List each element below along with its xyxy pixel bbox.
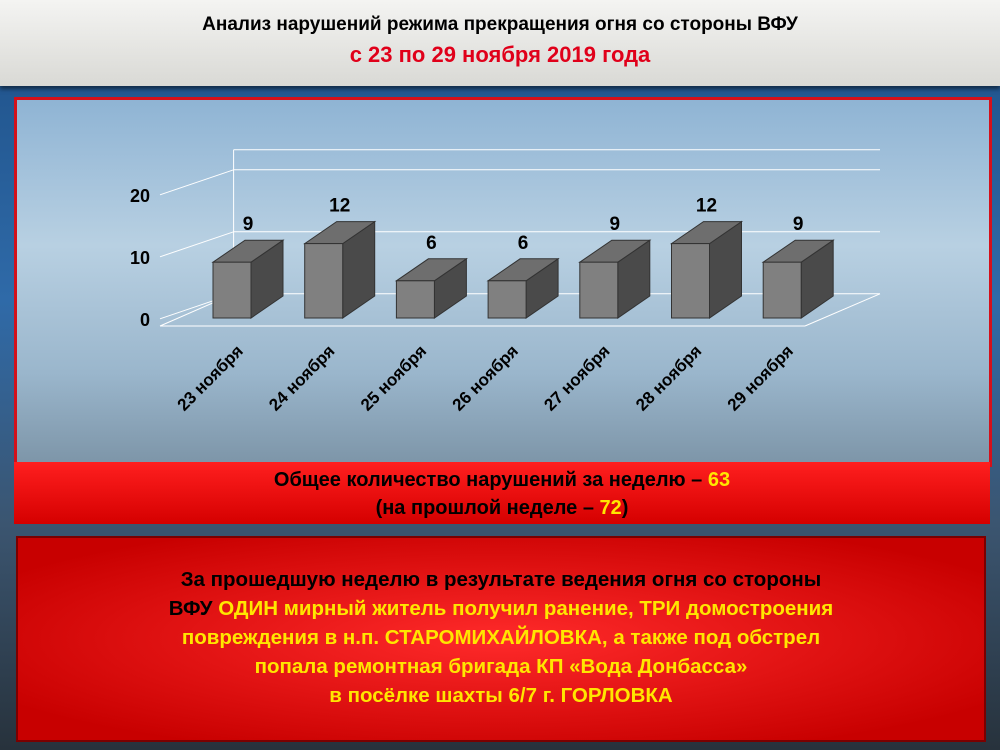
details-line: За прошедшую неделю в результате ведения… [180,568,822,591]
weekly-summary: Общее количество нарушений за неделю – 6… [14,462,990,524]
x-tick-label: 24 ноября [265,341,338,414]
previous-total: 72 [599,497,622,519]
data-label: 9 [793,214,804,235]
details-line: повреждения в н.п. СТАРОМИХАЙЛОВКА, а та… [181,626,821,649]
bar [212,261,252,319]
details-line: ВФУ [168,597,219,620]
x-tick-label: 29 ноября [724,341,797,414]
y-tick-label: 0 [140,310,150,330]
data-label: 12 [329,196,350,217]
x-tick-label: 25 ноября [357,341,430,414]
gridline [159,231,234,258]
x-tick-label: 27 ноября [540,341,613,414]
x-tick-label: 26 ноября [449,341,522,414]
y-tick-label: 20 [130,186,150,206]
page-subtitle: с 23 по 29 ноября 2019 года [349,42,651,67]
data-label: 9 [243,214,254,235]
details-line: в посёлке шахты 6/7 г. ГОРЛОВКА [329,684,673,707]
bar [671,243,710,319]
bar [487,280,527,319]
bar [762,261,802,319]
data-label: 6 [518,233,529,254]
previous-suffix: ) [621,497,629,519]
x-tick-label: 28 ноября [632,341,705,414]
details-box: За прошедшую неделю в результате ведения… [16,536,986,742]
weekly-total: 63 [707,469,731,491]
details-line: попала ремонтная бригада КП «Вода Донбас… [254,655,748,678]
x-tick-label: 23 ноября [174,341,247,414]
previous-label: (на прошлой неделе – [375,497,600,519]
bar [304,243,344,319]
bar-chart: 0 10 20 9 23 ноября 12 24 ноября 6 25 ноября 6 26 … [129,169,881,415]
details-line: ОДИН мирный житель получил ранение, ТРИ … [218,597,834,620]
summary-label: Общее количество нарушений за неделю – [273,469,708,491]
gridline [159,169,234,196]
data-label: 9 [610,214,621,235]
floor-edge [804,293,881,327]
bar [395,280,435,319]
page-title: Анализ нарушений режима прекращения огня… [202,14,798,35]
y-tick-label: 10 [130,248,150,268]
bar [579,261,619,319]
data-label: 6 [426,233,437,254]
data-label: 12 [696,196,717,217]
title-banner: Анализ нарушений режима прекращения огня… [0,0,1000,86]
